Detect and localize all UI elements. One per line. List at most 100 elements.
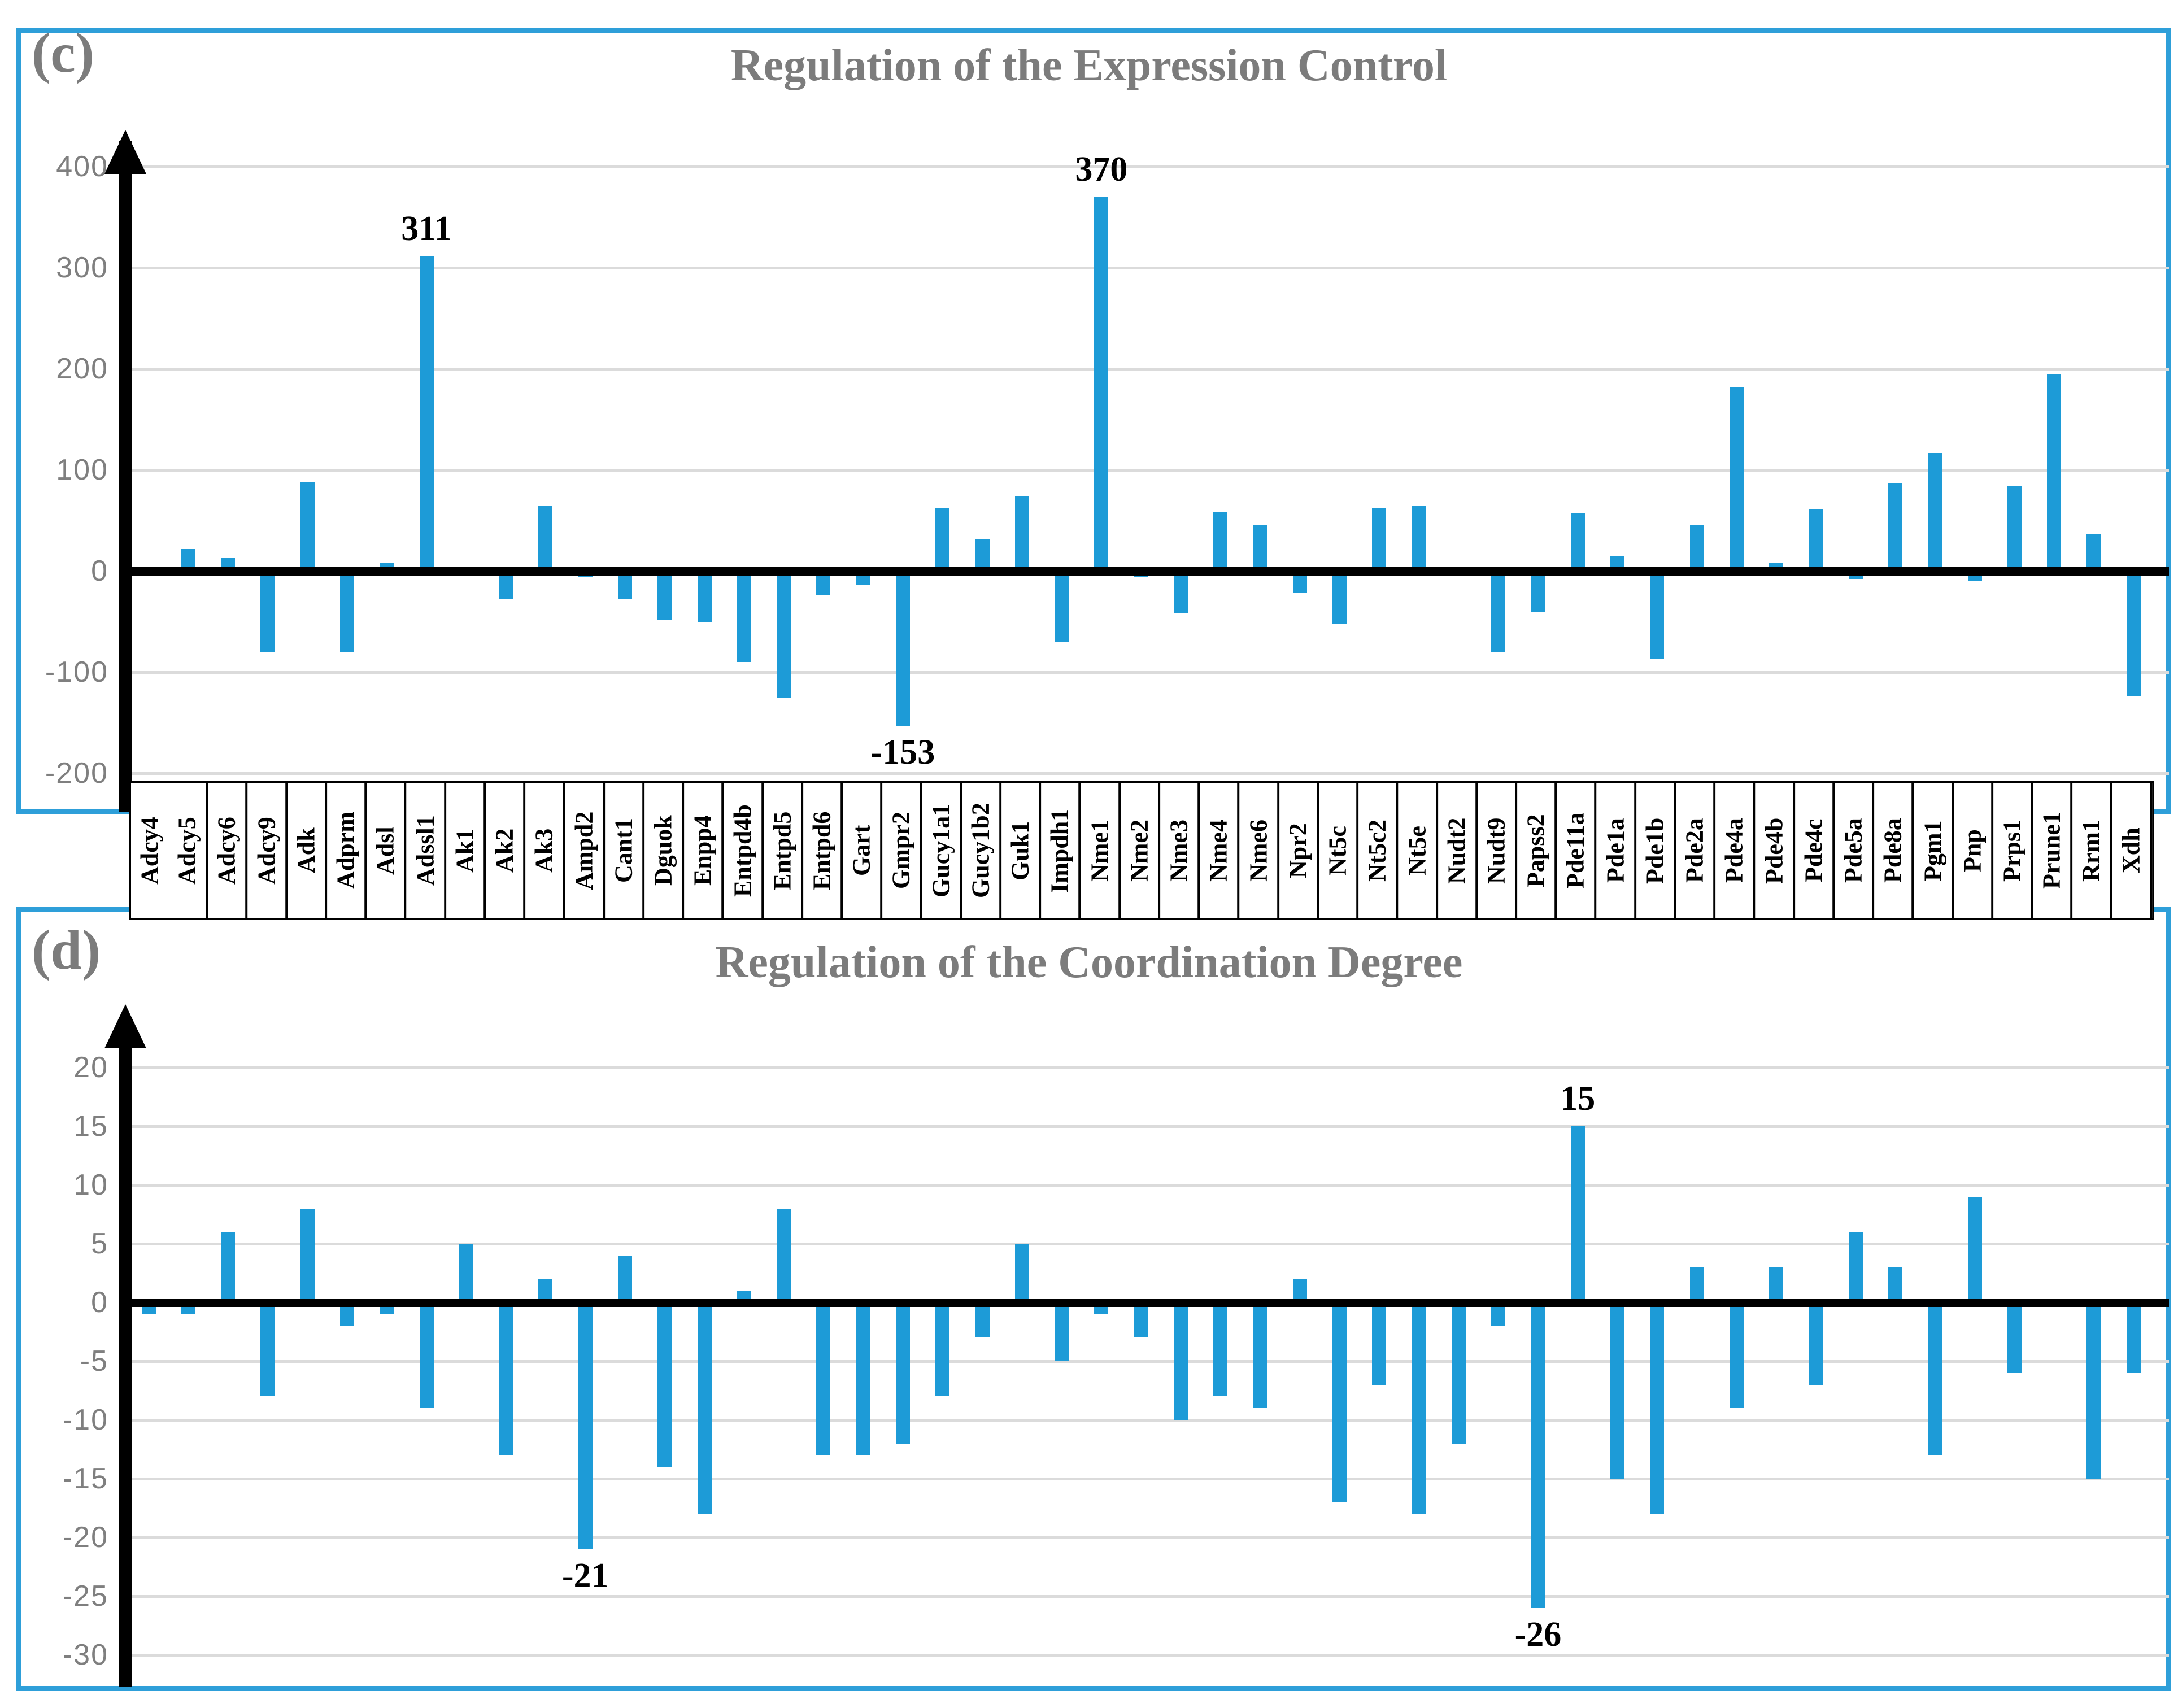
x-axis-label-Gucy1a1: Gucy1a1 [922,783,962,918]
annotation-Ampd2: -21 [561,1556,609,1595]
x-axis-label-Cant1: Cant1 [604,783,645,918]
gridline--10 [119,1419,2169,1422]
bar-Adcy9 [260,1302,275,1397]
y-tick-label: -15 [62,1462,108,1495]
bar-Gucy1a1 [935,1302,950,1397]
x-axis-label-Adcy6: Adcy6 [208,783,248,918]
panel-c-tag: (c) [32,21,94,84]
bar-Nme3 [1173,1302,1188,1420]
y-axis-arrowhead-icon [104,1004,146,1048]
bar-Entpd6 [816,1302,831,1456]
bar-Adk [300,1208,315,1302]
x-axis-label-Dguok: Dguok [644,783,685,918]
bar-Rrm1 [2086,533,2101,571]
x-axis-label-Ak1: Ak1 [446,783,486,918]
bar-Pde2a [1689,525,1704,571]
x-axis-label-Nudt9: Nudt9 [1477,783,1518,918]
x-axis-label-Nt5c: Nt5c [1319,783,1359,918]
bar-Prps1 [2007,1302,2022,1373]
bar-Gmpr2 [895,571,910,726]
bar-Pde11a [1570,1126,1585,1302]
gridline--20 [119,1536,2169,1539]
x-axis-label-Nme1: Nme1 [1081,783,1121,918]
y-tick-label: 5 [91,1227,108,1260]
gridline-100 [119,469,2169,472]
x-axis-label-Nme3: Nme3 [1160,783,1200,918]
bar-Gucy1b2 [975,538,990,571]
y-tick-label: -20 [62,1521,108,1554]
x-axis-zero-line [119,566,2169,576]
x-axis-label-Nt5e: Nt5e [1398,783,1438,918]
annotation-Adssl1: 311 [401,210,452,249]
bar-Nt5e [1412,505,1426,571]
y-tick-label: 15 [73,1110,108,1143]
x-axis-label-Enpp4: Enpp4 [684,783,724,918]
gridline--100 [119,671,2169,674]
y-tick-label: 400 [56,150,108,183]
bar-Ak1 [459,1244,473,1302]
gridline--30 [119,1654,2169,1657]
x-axis-label-Pde1a: Pde1a [1596,783,1636,918]
bar-Pde1b [1650,1302,1665,1514]
x-axis-label-Entpd6: Entpd6 [803,783,843,918]
bar-Dguok [657,1302,672,1467]
bar-Pde8a [1888,483,1902,571]
x-axis-label-Adcy5: Adcy5 [168,783,208,918]
bar-Adk [300,482,315,571]
bar-Nt5e [1412,1302,1426,1514]
x-axis-label-Gmpr2: Gmpr2 [882,783,922,918]
y-tick-label: -10 [62,1404,108,1436]
x-axis-label-Prune1: Prune1 [2033,783,2073,918]
bar-Rrm1 [2086,1302,2101,1479]
x-axis-label-Pde4b: Pde4b [1755,783,1795,918]
bar-Entpd5 [777,571,791,698]
bar-Pgm1 [1928,1302,1942,1456]
y-tick-label: 100 [56,454,108,486]
bar-Gucy1a1 [935,508,950,571]
bar-Adprm [340,571,355,652]
bar-Nme2 [1134,1302,1148,1338]
gridline--15 [119,1478,2169,1480]
gridline-10 [119,1184,2169,1187]
x-axis-label-Nudt2: Nudt2 [1438,783,1478,918]
gridline--25 [119,1595,2169,1598]
bar-Entpd5 [777,1208,791,1302]
y-tick-label: -100 [45,656,108,689]
gridline--200 [119,772,2169,775]
bar-Adcy6 [221,1232,236,1302]
bar-Nme4 [1213,512,1228,571]
y-tick-label: -5 [80,1345,108,1378]
y-tick-label: -200 [45,757,108,790]
x-axis-zero-line [119,1298,2169,1307]
x-axis-label-Pde8a: Pde8a [1874,783,1914,918]
gridline--5 [119,1360,2169,1363]
bar-Nt5c2 [1372,508,1387,571]
bar-Nme6 [1253,524,1267,571]
y-tick-label: -30 [62,1639,108,1671]
x-axis-label-Adcy9: Adcy9 [247,783,288,918]
x-axis-label-Npr2: Npr2 [1279,783,1319,918]
y-tick-label: 0 [91,1286,108,1319]
bar-Pde4b [1769,1267,1784,1302]
y-axis-arrowhead-icon [104,130,146,174]
x-axis-label-strip: Adcy4 Adcy5 Adcy6 Adcy9 Adk Adprm Adsl Adssl1 Ak… [129,781,2154,920]
x-axis-label-Ampd2: Ampd2 [565,783,605,918]
x-axis-label-Nme6: Nme6 [1239,783,1279,918]
gridline-20 [119,1066,2169,1069]
bar-Nme4 [1213,1302,1228,1397]
bar-Papss2 [1531,571,1545,612]
gridline-5 [119,1243,2169,1245]
bar-Pde11a [1570,513,1585,571]
x-axis-label-Pde11a: Pde11a [1557,783,1597,918]
bar-Guk1 [1014,496,1029,571]
bar-Pde4c [1809,1302,1823,1385]
y-tick-label: -25 [62,1580,108,1613]
bar-Pde4a [1729,1302,1744,1409]
x-axis-label-Prps1: Prps1 [1993,783,2033,918]
annotation-Papss2: -26 [1514,1615,1562,1654]
bar-Gmpr2 [895,1302,910,1444]
x-axis-label-Pde5a: Pde5a [1835,783,1875,918]
bar-Cant1 [618,1255,632,1302]
x-axis-label-Entpd5: Entpd5 [763,783,803,918]
